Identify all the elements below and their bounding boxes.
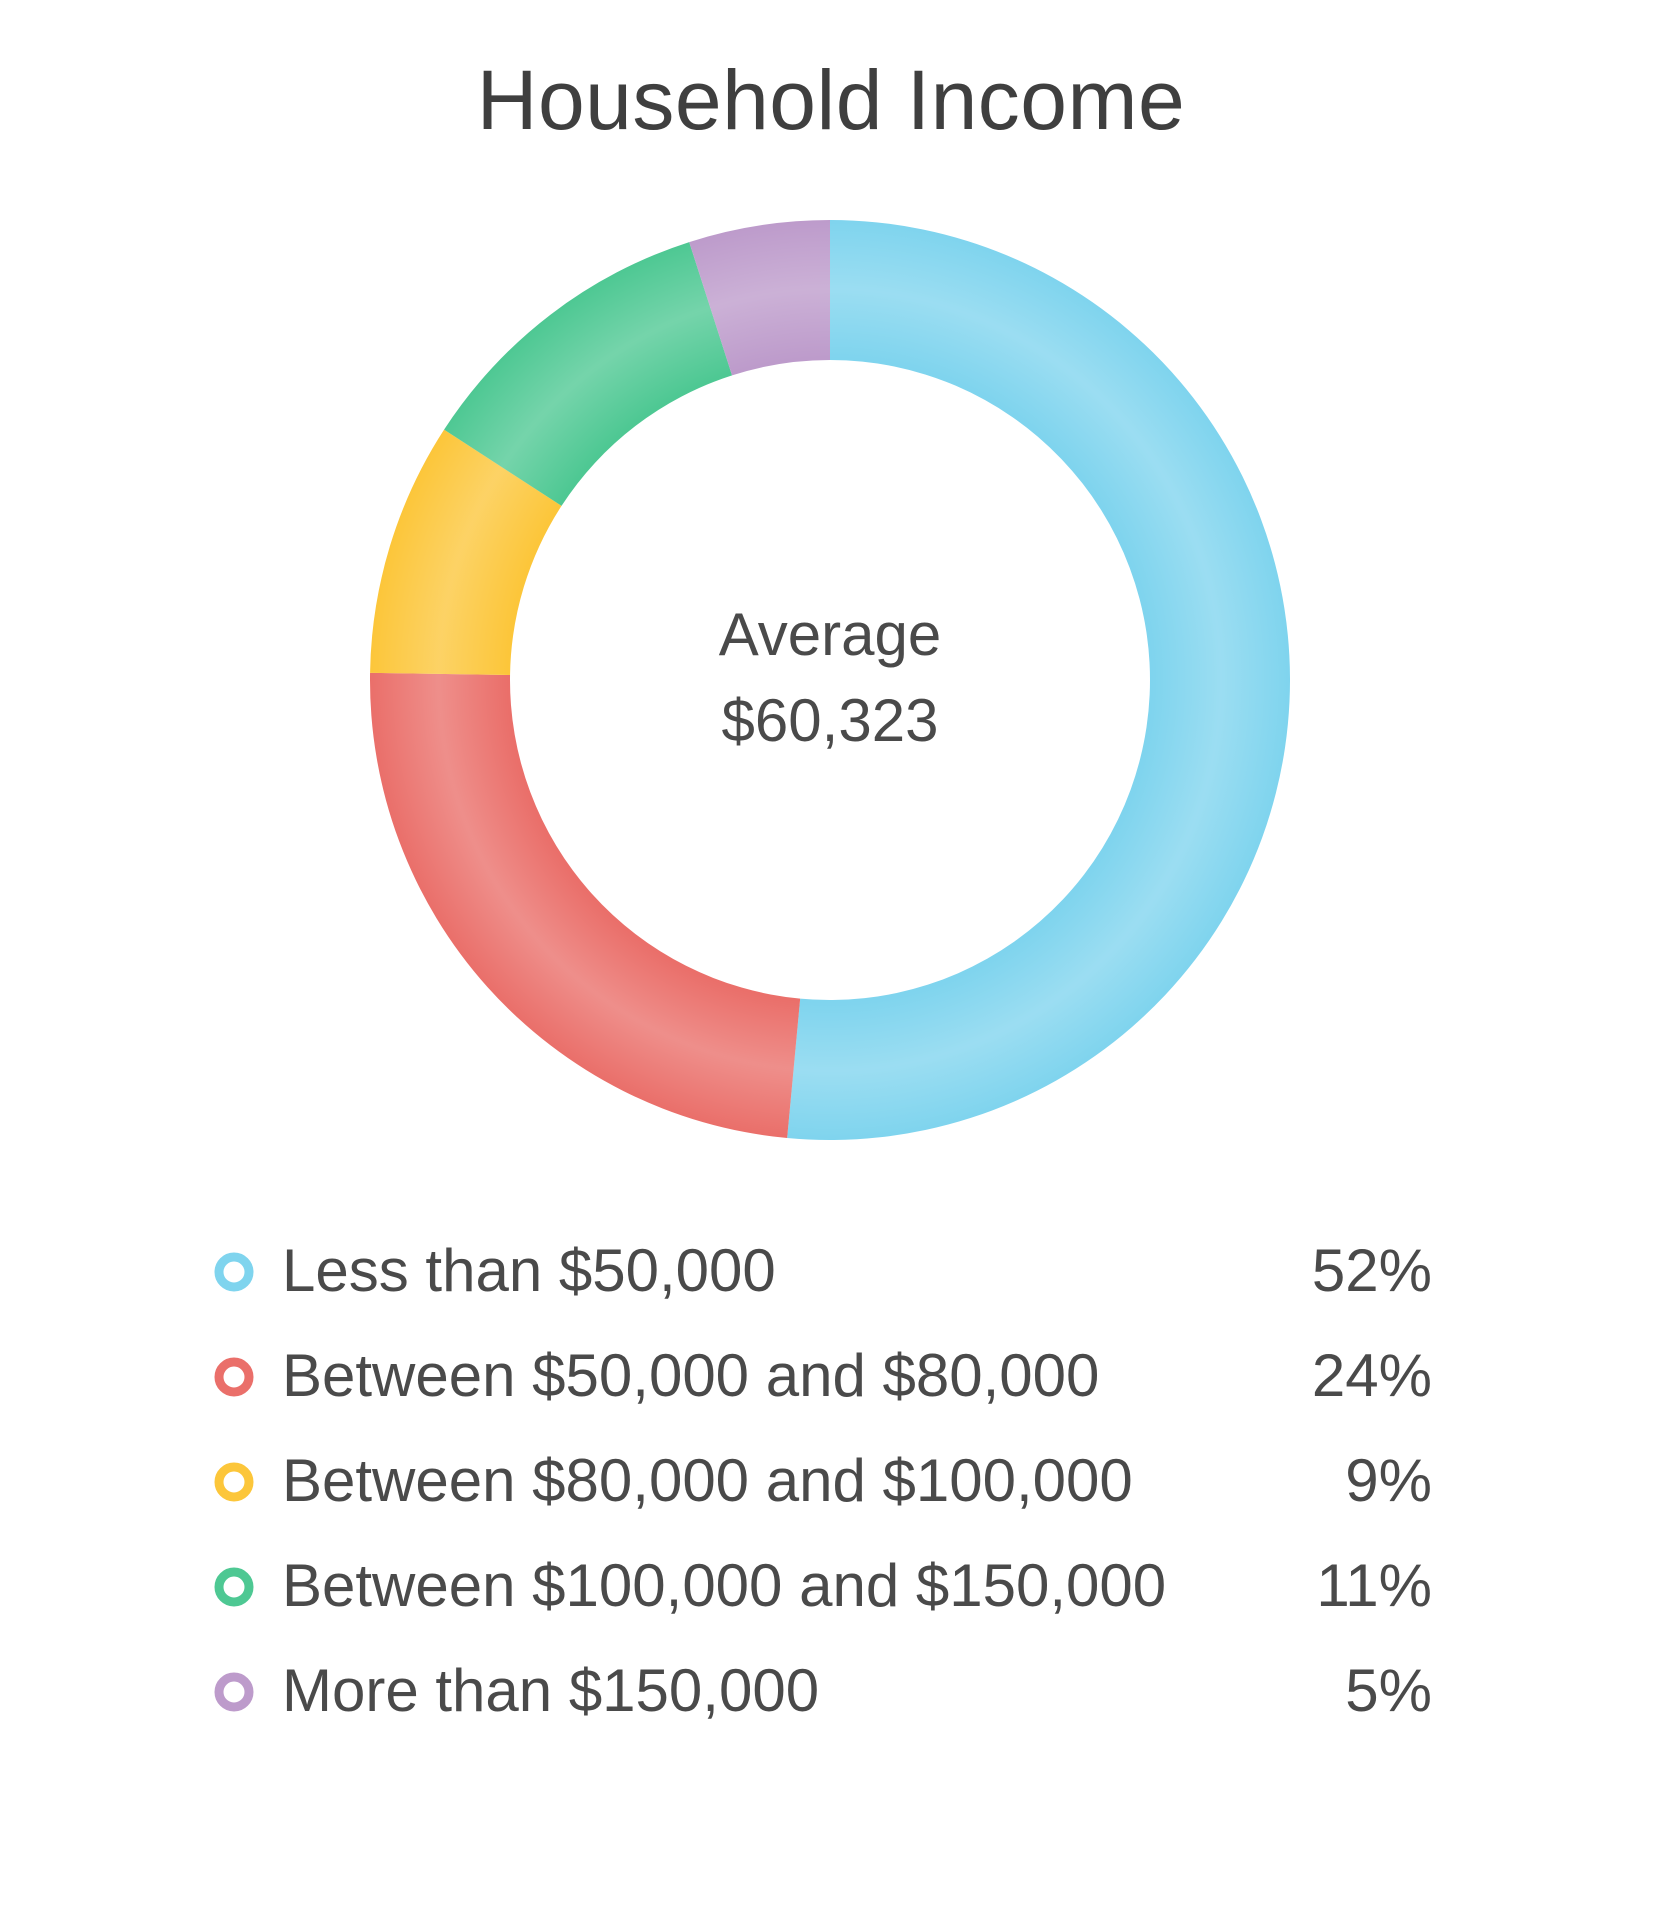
ring-marker-icon — [214, 1357, 254, 1397]
center-label-value: $60,323 — [721, 687, 939, 754]
legend-value: 24% — [1311, 1342, 1432, 1409]
ring-marker-icon — [214, 1672, 254, 1712]
legend-value: 9% — [1345, 1447, 1432, 1514]
ring-marker-icon — [214, 1252, 254, 1292]
legend-item[interactable]: Between $80,000 and $100,000 9% — [212, 1438, 1432, 1543]
legend-item[interactable]: Between $100,000 and $150,000 11% — [212, 1543, 1432, 1648]
chart-title: Household Income — [476, 53, 1186, 147]
legend-value: 52% — [1311, 1237, 1432, 1304]
legend-label: Less than $50,000 — [282, 1237, 776, 1304]
donut-chart: Average $60,323 — [370, 220, 1290, 1140]
center-label-title: Average — [718, 601, 942, 668]
legend-label: Between $80,000 and $100,000 — [282, 1447, 1133, 1514]
legend-label: Between $50,000 and $80,000 — [282, 1342, 1100, 1409]
legend-item[interactable]: More than $150,000 5% — [212, 1648, 1432, 1753]
legend-label: Between $100,000 and $150,000 — [282, 1552, 1167, 1619]
legend-item[interactable]: Between $50,000 and $80,000 24% — [212, 1333, 1432, 1438]
legend-label: More than $150,000 — [282, 1657, 820, 1724]
ring-marker-icon — [214, 1567, 254, 1607]
legend-item[interactable]: Less than $50,000 52% — [212, 1228, 1432, 1333]
legend-value: 11% — [1316, 1552, 1432, 1619]
ring-marker-icon — [214, 1462, 254, 1502]
legend-value: 5% — [1345, 1657, 1432, 1724]
legend: Less than $50,000 52% Between $50,000 an… — [212, 1228, 1432, 1753]
